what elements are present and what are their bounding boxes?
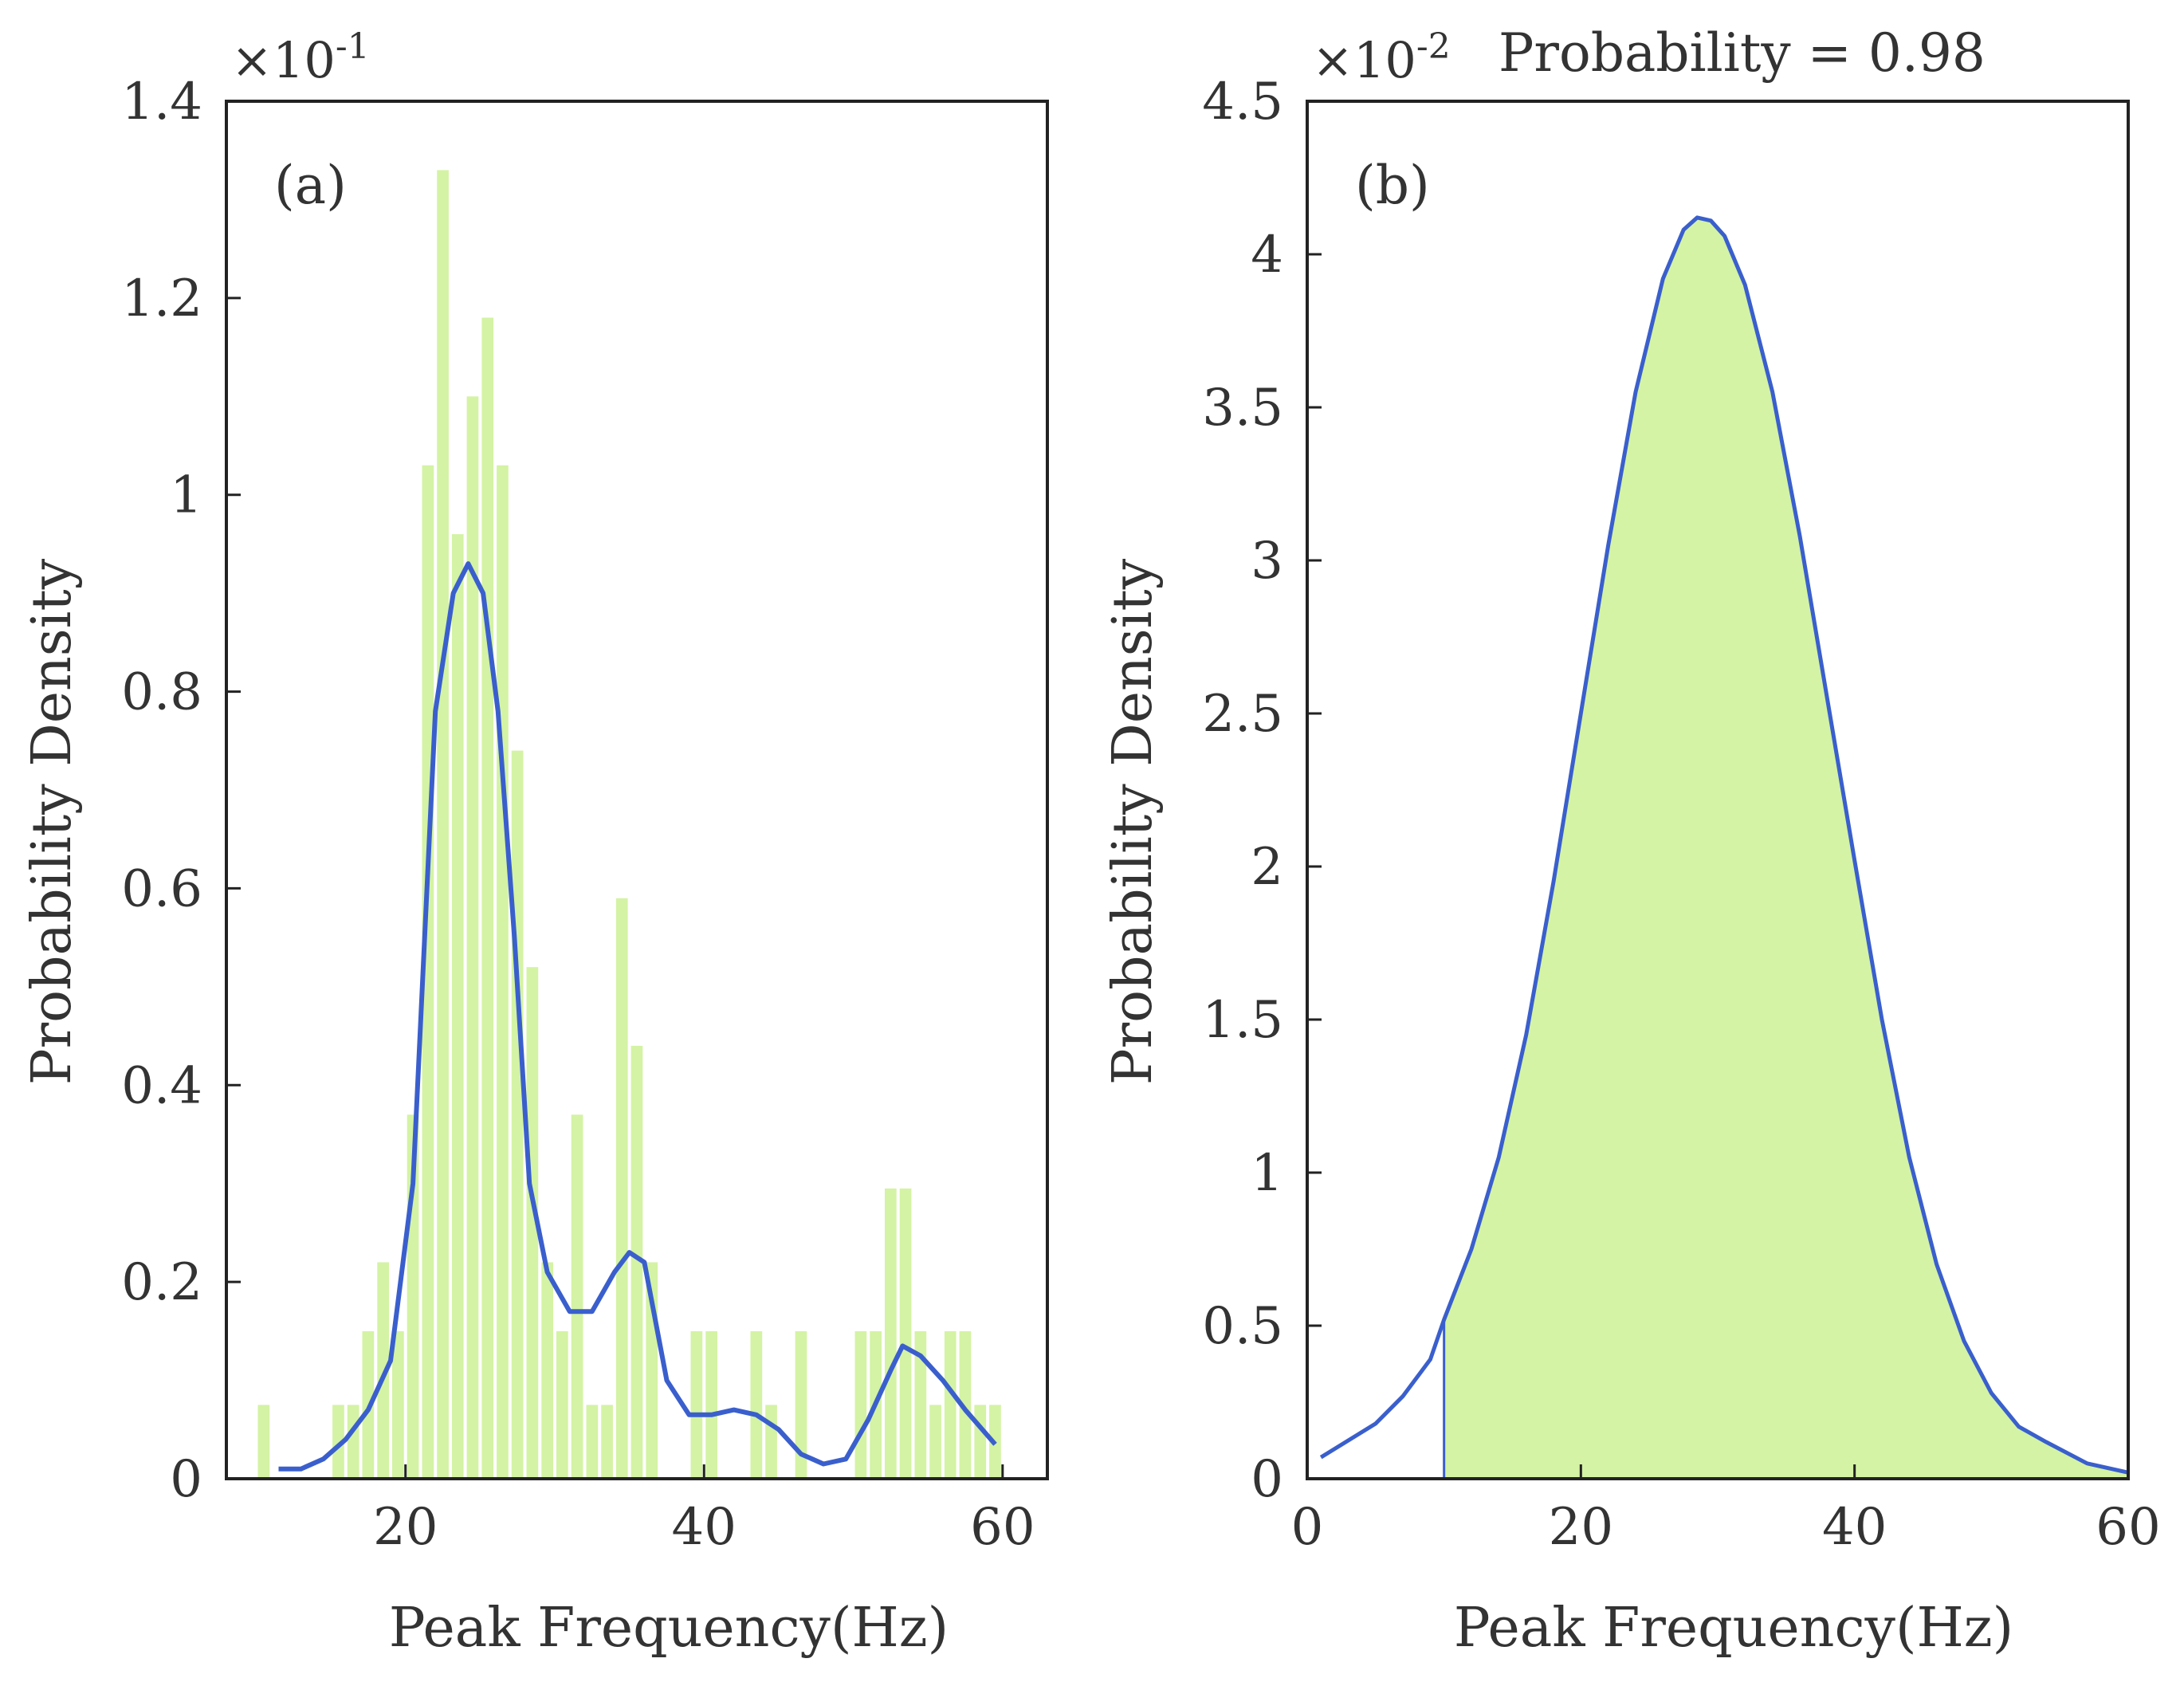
histogram-bar	[899, 1188, 912, 1479]
histogram-bar	[586, 1405, 599, 1479]
panel-b-exponent-base: ×10	[1312, 31, 1416, 89]
histogram-bar	[630, 1045, 643, 1479]
panel-b-y-tick-label: 1	[1251, 1144, 1283, 1203]
panel-b-y-tick-label: 0	[1251, 1450, 1283, 1509]
histogram-bar	[466, 396, 479, 1479]
panel-a-density-curve	[278, 561, 997, 1472]
panel-a-y-tick-label: 0.8	[121, 663, 202, 722]
panel-a-y-tick-label: 0.4	[121, 1056, 202, 1115]
panel-a-y-tick-label: 1.2	[121, 269, 202, 328]
panel-a-y-tick-label: 1.4	[121, 73, 202, 132]
panel-a-plot-frame	[225, 100, 1049, 1480]
panel-b-shaded-area	[1444, 217, 2128, 1479]
panel-a-y-axis-title: Probability Density	[21, 558, 84, 1085]
histogram-bar	[511, 750, 524, 1479]
histogram-bar	[332, 1405, 344, 1479]
panel-b-x-tick-label: 20	[1549, 1498, 1613, 1557]
histogram-bar	[422, 465, 434, 1480]
histogram-bar	[257, 1405, 270, 1479]
histogram-bar	[601, 1405, 613, 1479]
histogram-bar	[451, 534, 464, 1479]
panel-b-x-tick-label: 40	[1822, 1498, 1887, 1557]
panel-b-x-axis-title: Peak Frequency(Hz)	[1454, 1597, 2013, 1660]
histogram-bar	[750, 1330, 763, 1479]
panel-a-x-tick-label: 60	[970, 1498, 1035, 1557]
histogram-bar	[437, 170, 449, 1479]
panel-b-y-tick-label: 2.5	[1202, 685, 1283, 744]
panel-b-exponent-power: -2	[1416, 26, 1451, 67]
panel-a-x-tick-label: 20	[373, 1498, 438, 1557]
panel-a-ticks: 20 40 60 0 0.2 0.4 0.6 0.8 1 1.2 1.4	[121, 73, 1035, 1557]
panel-a-exponent-power: -1	[336, 26, 370, 67]
panel-b-y-tick-label: 4	[1251, 226, 1283, 285]
panel-b-y-tick-label: 3.5	[1202, 379, 1283, 438]
panel-a-exponent-base: ×10	[231, 31, 336, 89]
panel-b-y-exponent: ×10-2	[1312, 26, 1451, 89]
histogram-bar	[765, 1405, 777, 1479]
panel-b-probability-annotation: Probability = 0.98	[1499, 22, 1986, 84]
panel-a-y-tick-label: 0	[170, 1450, 202, 1509]
panel-b-ticks: 0 20 40 60 0 0.5 1 1.5 2 2.5 3 3.5 4 4.5	[1202, 73, 2161, 1557]
panel-b-plot-frame	[1306, 100, 2130, 1480]
panel-b-y-tick-label: 1.5	[1202, 991, 1283, 1050]
panel-a-y-tick-label: 0.2	[121, 1253, 202, 1312]
histogram-bar	[974, 1405, 987, 1479]
panel-b-y-tick-label: 3	[1251, 532, 1283, 591]
panel-a-x-axis-title: Peak Frequency(Hz)	[389, 1597, 949, 1660]
panel-b-y-axis-title: Probability Density	[1102, 558, 1165, 1085]
panel-b-label: (b)	[1355, 155, 1430, 216]
histogram-bar	[795, 1330, 807, 1479]
histogram-bar	[944, 1330, 956, 1479]
histogram-bar	[929, 1405, 941, 1479]
histogram-bar	[392, 1330, 404, 1479]
panel-b-x-tick-label: 0	[1291, 1498, 1324, 1557]
histogram-bar	[959, 1330, 972, 1479]
histogram-bar	[705, 1330, 717, 1479]
histogram-bar	[481, 317, 494, 1479]
panel-a-histogram: 20 40 60 0 0.2 0.4 0.6 0.8 1 1.2 1.4 (a) ×10-1 Pea…	[21, 26, 1049, 1660]
panel-b-y-tick-label: 2	[1251, 838, 1283, 897]
histogram-bar	[690, 1330, 703, 1479]
panel-a-y-tick-label: 0.6	[121, 859, 202, 918]
panel-a-label: (a)	[274, 155, 347, 216]
panel-b-density-curve	[1319, 215, 2129, 1475]
panel-a-y-tick-label: 1	[170, 466, 202, 525]
histogram-bar	[377, 1262, 389, 1479]
histogram-bar	[885, 1188, 897, 1479]
histogram-bar	[571, 1114, 583, 1479]
histogram-bar	[347, 1405, 359, 1479]
histogram-bar	[914, 1330, 927, 1479]
panel-b-density: 0 20 40 60 0 0.5 1 1.5 2 2.5 3 3.5 4 4.5 (b) ×10-2 Pr…	[1102, 22, 2161, 1660]
panel-b-y-tick-label: 0.5	[1202, 1297, 1283, 1356]
histogram-bar	[615, 898, 628, 1479]
histogram-bar	[854, 1330, 867, 1479]
histogram-bar	[526, 967, 539, 1479]
panel-a-x-tick-label: 40	[672, 1498, 737, 1557]
histogram-bar	[497, 465, 509, 1480]
histogram-bar	[541, 1262, 553, 1479]
panel-b-x-tick-label: 60	[2096, 1498, 2160, 1557]
panel-a-y-exponent: ×10-1	[231, 26, 370, 89]
panel-b-y-tick-label: 4.5	[1202, 73, 1283, 132]
histogram-bar	[556, 1330, 568, 1479]
panel-a-bars	[257, 170, 1001, 1480]
